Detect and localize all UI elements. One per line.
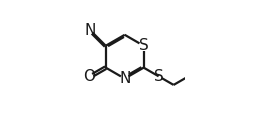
Text: S: S [154,69,164,84]
Text: S: S [139,38,149,53]
Text: N: N [85,23,96,38]
Text: N: N [119,71,130,86]
Text: O: O [84,70,96,84]
